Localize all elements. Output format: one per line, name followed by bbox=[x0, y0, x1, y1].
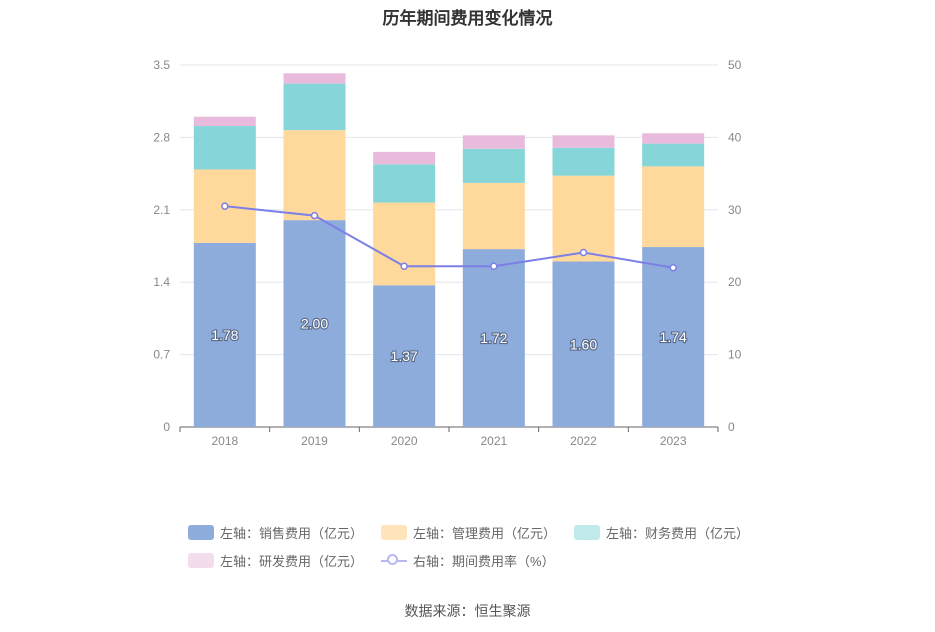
y-left-tick-label: 0.7 bbox=[153, 348, 170, 362]
x-tick-label: 2021 bbox=[480, 434, 507, 448]
legend-swatch-admin bbox=[381, 524, 408, 540]
y-left-tick-label: 1.4 bbox=[153, 275, 170, 289]
bar-segment bbox=[462, 182, 525, 250]
bar-segment bbox=[193, 242, 256, 427]
chart-canvas: 0 0 0.7 10 1.4 20 2.1 30 2.8 40 3.5 50 2018 2019 2020 2… bbox=[153, 58, 741, 448]
bar-segment bbox=[642, 133, 705, 144]
bar-segment bbox=[373, 164, 436, 203]
y-left-tick-label: 2.1 bbox=[153, 203, 170, 217]
legend-swatch-rnd bbox=[188, 552, 214, 568]
x-tick-label: 2022 bbox=[570, 434, 597, 448]
data-label: 1.60 bbox=[570, 336, 597, 352]
y-right-tick-label: 40 bbox=[728, 130, 742, 144]
rate-point bbox=[310, 211, 319, 220]
data-label: 1.37 bbox=[391, 348, 418, 364]
legend-item-finance[interactable]: 左轴：财务费用（亿元） bbox=[574, 523, 749, 542]
legend-label-admin: 左轴：管理费用（亿元） bbox=[413, 525, 557, 541]
bars bbox=[193, 73, 705, 427]
legend-label-rnd: 左轴：研发费用（亿元） bbox=[220, 553, 364, 569]
rate-line-path bbox=[224, 205, 674, 269]
legend: 左轴：销售费用（亿元） 左轴：管理费用（亿元） 左轴：财务费用（亿元） 左轴：研… bbox=[188, 518, 768, 574]
bar-segment bbox=[462, 148, 525, 183]
legend-label-finance: 左轴：财务费用（亿元） bbox=[606, 525, 750, 541]
axes: 0 0 0.7 10 1.4 20 2.1 30 2.8 40 3.5 50 2018 2019 2020 2… bbox=[153, 58, 741, 448]
y-right-tick-label: 50 bbox=[728, 58, 742, 72]
y-left-tick-label: 3.5 bbox=[153, 58, 170, 72]
bar-segment bbox=[373, 151, 436, 165]
data-label: 2.00 bbox=[301, 316, 328, 332]
y-right-tick-label: 20 bbox=[728, 275, 742, 289]
bar-segment bbox=[373, 202, 436, 286]
legend-swatch-rate bbox=[381, 553, 408, 568]
bar-segment bbox=[552, 175, 615, 262]
bar-segment bbox=[642, 247, 705, 427]
y-left-tick-label: 0 bbox=[163, 420, 170, 434]
bar-segment bbox=[193, 116, 256, 127]
bar-segment bbox=[552, 147, 615, 176]
chart-title: 历年期间费用变化情况 bbox=[382, 9, 553, 28]
bar-segment bbox=[283, 73, 346, 84]
rate-point bbox=[669, 263, 677, 272]
legend-item-rate[interactable]: 右轴：期间费用率（%） bbox=[381, 551, 555, 570]
rate-line bbox=[221, 202, 677, 272]
rate-point bbox=[221, 202, 229, 210]
data-labels: 1.78 2.00 1.37 1.72 1.60 1.74 bbox=[210, 314, 688, 365]
x-tick-label: 2018 bbox=[211, 434, 238, 448]
legend-label-rate: 右轴：期间费用率（%） bbox=[413, 553, 555, 569]
data-label: 1.78 bbox=[211, 327, 238, 343]
grid-lines bbox=[180, 64, 718, 356]
x-tick-label: 2023 bbox=[660, 434, 687, 448]
data-label: 1.74 bbox=[660, 329, 687, 345]
bar-segment bbox=[552, 261, 615, 427]
bar-segment bbox=[462, 249, 525, 427]
y-right-tick-label: 0 bbox=[728, 420, 735, 434]
legend-swatch-sales bbox=[188, 524, 214, 540]
bar-segment bbox=[462, 135, 525, 149]
bar-segment bbox=[283, 83, 346, 131]
x-tick-label: 2020 bbox=[391, 434, 418, 448]
bar-segment bbox=[283, 220, 346, 427]
rate-point bbox=[579, 248, 588, 257]
x-tick-label: 2019 bbox=[301, 434, 328, 448]
y-right-tick-label: 30 bbox=[728, 203, 742, 217]
data-label: 1.72 bbox=[480, 330, 507, 346]
legend-swatch-finance bbox=[574, 524, 601, 540]
legend-item-sales[interactable]: 左轴：销售费用（亿元） bbox=[188, 523, 363, 542]
data-source: 数据来源：恒生聚源 bbox=[404, 603, 531, 619]
bar-segment bbox=[193, 126, 256, 170]
bar-segment bbox=[373, 285, 436, 427]
y-right-tick-label: 10 bbox=[728, 348, 742, 362]
bar-segment bbox=[642, 143, 705, 167]
y-left-tick-label: 2.8 bbox=[153, 130, 170, 144]
bar-segment bbox=[552, 135, 615, 148]
rate-point bbox=[490, 262, 498, 271]
legend-item-admin[interactable]: 左轴：管理费用（亿元） bbox=[381, 523, 556, 542]
legend-label-sales: 左轴：销售费用（亿元） bbox=[220, 525, 364, 541]
bar-segment bbox=[283, 130, 346, 221]
bar-segment bbox=[642, 166, 705, 248]
rate-point bbox=[400, 262, 408, 271]
legend-item-rnd[interactable]: 左轴：研发费用（亿元） bbox=[188, 551, 363, 570]
